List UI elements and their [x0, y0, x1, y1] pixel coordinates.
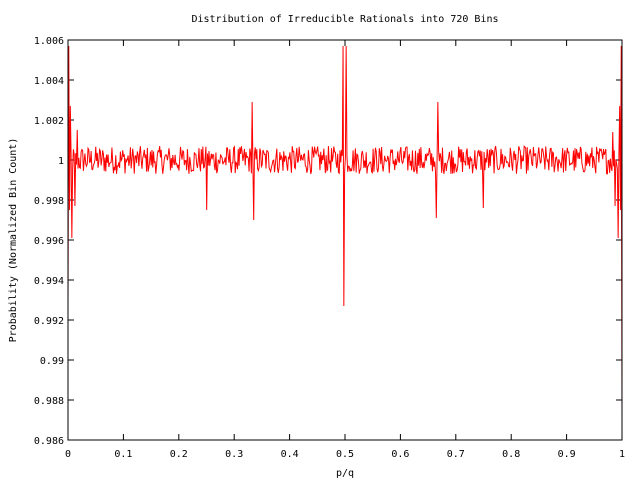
y-tick-label: 1.002: [34, 116, 64, 127]
y-axis-label: Probability (Normalized Bin Count): [8, 138, 19, 343]
x-tick-label: 0.3: [225, 449, 243, 460]
x-tick-label: 0.6: [391, 449, 409, 460]
x-tick-label: 0.4: [281, 449, 299, 460]
x-axis-label: p/q: [336, 468, 354, 479]
y-tick-label: 1.006: [34, 36, 64, 47]
x-tick-label: 0.8: [502, 449, 520, 460]
y-tick-label: 1: [58, 156, 64, 167]
x-tick-label: 0.1: [114, 449, 132, 460]
data-series-line: [67, 45, 623, 417]
chart-title: Distribution of Irreducible Rationals in…: [191, 14, 498, 25]
y-tick-label: 0.998: [34, 196, 64, 207]
x-tick-label: 0.5: [336, 449, 354, 460]
x-tick-label: 0.7: [447, 449, 465, 460]
y-tick-label: 0.996: [34, 236, 64, 247]
x-tick-label: 0: [65, 449, 71, 460]
y-tick-label: 1.004: [34, 76, 64, 87]
plot-frame: [67, 39, 623, 441]
tick-labels: 0 0.1 0.2 0.3 0.4 0.5 0.6 0.7 0.8 0.9 1 0.986 0.988 0…: [34, 36, 625, 460]
y-tick-label: 0.994: [34, 276, 64, 287]
x-tick-label: 0.2: [170, 449, 188, 460]
x-tick-label: 1: [619, 449, 625, 460]
axis-ticks: [67, 39, 623, 441]
y-tick-label: 0.99: [40, 356, 64, 367]
y-tick-label: 0.986: [34, 436, 64, 447]
y-tick-label: 0.992: [34, 316, 64, 327]
y-tick-label: 0.988: [34, 396, 64, 407]
x-tick-label: 0.9: [558, 449, 576, 460]
